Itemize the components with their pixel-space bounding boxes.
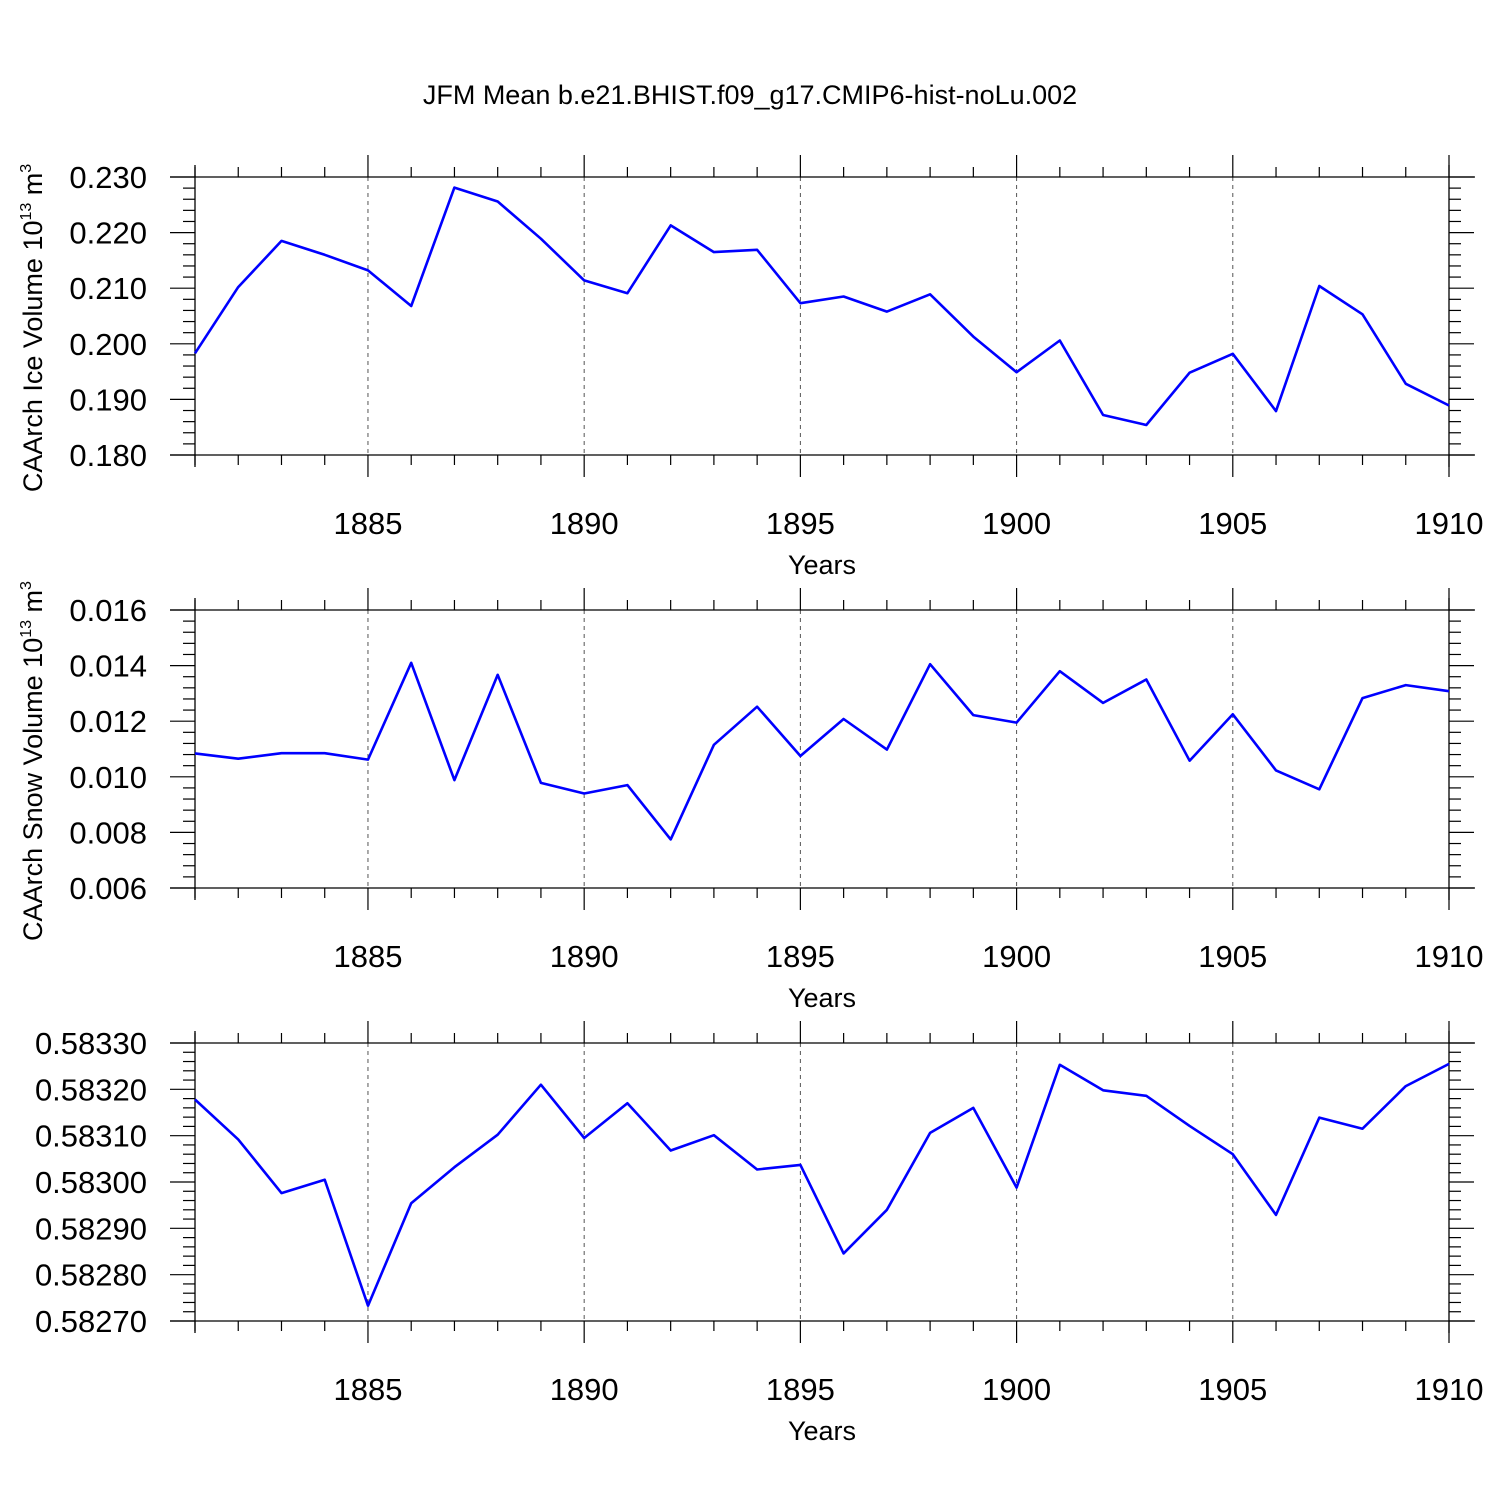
y-tick-label: 0.200 bbox=[69, 327, 147, 362]
series-line bbox=[193, 186, 1450, 427]
y-tick-label: 0.210 bbox=[69, 271, 147, 306]
x-tick-label: 1910 bbox=[1415, 939, 1484, 974]
x-tick-label: 1910 bbox=[1415, 506, 1484, 541]
x-tick-label: 1900 bbox=[982, 1372, 1051, 1407]
x-tick-label: 1895 bbox=[766, 506, 835, 541]
ice-area-panel: 1885 1890 1895 1900 1905 1910 0.58270 0.58280 0.… bbox=[35, 1021, 1484, 1446]
y-tick-label: 0.010 bbox=[69, 760, 147, 795]
y-tick-label: 0.58310 bbox=[35, 1119, 147, 1154]
y-tick-label: 0.014 bbox=[69, 649, 147, 684]
x-tick-label: 1905 bbox=[1198, 939, 1267, 974]
x-axis-label: Years bbox=[788, 1416, 856, 1446]
y-tick-label: 0.230 bbox=[69, 160, 147, 195]
chart-title: JFM Mean b.e21.BHIST.f09_g17.CMIP6-hist-… bbox=[423, 80, 1077, 110]
x-tick-label: 1885 bbox=[333, 939, 402, 974]
y-tick-label: 0.016 bbox=[69, 593, 147, 628]
x-axis-label: Years bbox=[788, 550, 856, 580]
x-tick-label: 1900 bbox=[982, 506, 1051, 541]
x-tick-label: 1885 bbox=[333, 1372, 402, 1407]
y-tick-label: 0.58300 bbox=[35, 1165, 147, 1200]
y-tick-label: 0.008 bbox=[69, 815, 147, 850]
x-tick-label: 1890 bbox=[550, 506, 619, 541]
snow-volume-panel: 1885 1890 1895 1900 1905 1910 0.006 0.008 0.010 0… bbox=[18, 581, 1483, 1013]
x-tick-label: 1890 bbox=[550, 1372, 619, 1407]
x-tick-label: 1905 bbox=[1198, 1372, 1267, 1407]
y-tick-label: 0.58290 bbox=[35, 1211, 147, 1246]
x-tick-label: 1895 bbox=[766, 939, 835, 974]
y-tick-label: 0.006 bbox=[69, 871, 147, 906]
y-tick-label: 0.180 bbox=[69, 438, 147, 473]
y-tick-label: 0.58320 bbox=[35, 1072, 147, 1107]
y-tick-label: 0.58270 bbox=[35, 1304, 147, 1339]
x-tick-label: 1890 bbox=[550, 939, 619, 974]
y-axis-label: CAArch Snow Volume 1013 m3 bbox=[18, 581, 48, 941]
ice-volume-panel: 1885 1890 1895 1900 1905 1910 0.180 0.190 0.200 0… bbox=[18, 155, 1483, 580]
series-line bbox=[194, 661, 1450, 841]
x-tick-label: 1905 bbox=[1198, 506, 1267, 541]
x-tick-label: 1910 bbox=[1415, 1372, 1484, 1407]
y-tick-label: 0.012 bbox=[69, 704, 147, 739]
series-line bbox=[194, 1062, 1450, 1307]
x-axis-label: Years bbox=[788, 983, 856, 1013]
x-tick-label: 1895 bbox=[766, 1372, 835, 1407]
y-tick-label: 0.58280 bbox=[35, 1258, 147, 1293]
y-axis-label: CAArch Ice Volume 1013 m3 bbox=[18, 164, 48, 492]
y-tick-label: 0.190 bbox=[69, 382, 147, 417]
x-tick-label: 1900 bbox=[982, 939, 1051, 974]
y-tick-label: 0.58330 bbox=[35, 1026, 147, 1061]
y-tick-label: 0.220 bbox=[69, 216, 147, 251]
x-tick-label: 1885 bbox=[333, 506, 402, 541]
